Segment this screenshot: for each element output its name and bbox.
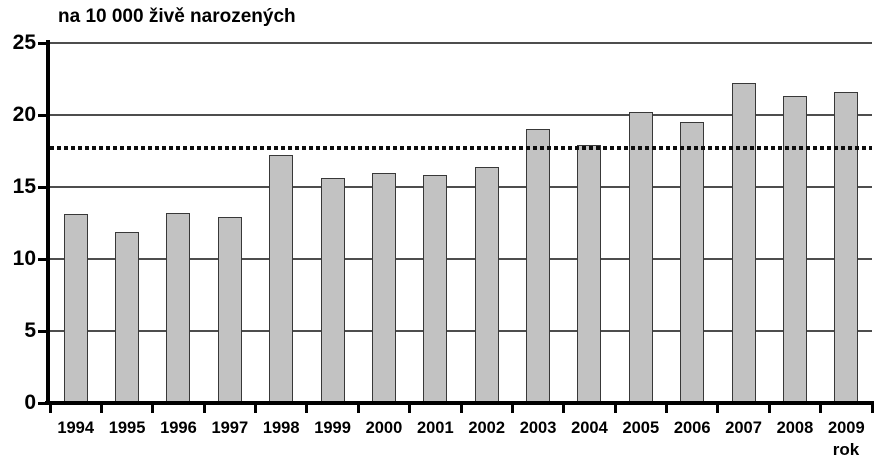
x-axis-line xyxy=(45,401,874,405)
bar-2009 xyxy=(834,91,859,403)
gridline-5 xyxy=(50,330,872,332)
bar-2004 xyxy=(577,145,602,403)
x-tick-label-1997: 1997 xyxy=(211,419,249,437)
x-tick-11 xyxy=(613,405,617,413)
x-tick-5 xyxy=(305,405,309,413)
bar-2007 xyxy=(731,83,756,403)
x-tick-14 xyxy=(767,405,771,413)
bar-2000 xyxy=(371,172,396,403)
x-axis-label: rok xyxy=(832,440,860,459)
y-tick-5 xyxy=(38,329,46,333)
y-tick-label-25: 25 xyxy=(12,31,36,54)
x-tick-2 xyxy=(151,405,155,413)
x-tick-label-2005: 2005 xyxy=(622,419,660,437)
y-tick-0 xyxy=(38,401,46,405)
x-tick-label-2008: 2008 xyxy=(776,419,814,437)
reference-line xyxy=(50,146,872,151)
x-tick-label-2007: 2007 xyxy=(725,419,762,437)
y-axis-line xyxy=(46,40,50,405)
y-tick-20 xyxy=(38,113,46,117)
bar-2005 xyxy=(628,112,653,403)
x-tick-0 xyxy=(48,405,52,413)
bar-1996 xyxy=(166,212,191,403)
x-tick-label-2001: 2001 xyxy=(416,419,454,437)
bar-1999 xyxy=(320,178,345,403)
bar-1995 xyxy=(115,231,140,403)
x-tick-8 xyxy=(459,405,463,413)
bar-2002 xyxy=(474,166,499,403)
gridline-20 xyxy=(50,114,872,116)
bar-2003 xyxy=(526,129,551,403)
y-tick-15 xyxy=(38,185,46,189)
x-tick-16 xyxy=(870,405,874,413)
y-tick-label-10: 10 xyxy=(12,247,36,270)
y-tick-label-5: 5 xyxy=(24,319,36,342)
bar-1998 xyxy=(269,155,294,403)
bar-2001 xyxy=(423,175,448,403)
gridline-15 xyxy=(50,186,872,188)
chart-title: na 10 000 živě narozených xyxy=(58,6,296,27)
bar-2006 xyxy=(680,122,705,403)
x-tick-label-1994: 1994 xyxy=(57,419,95,437)
y-tick-25 xyxy=(38,41,46,45)
gridline-10 xyxy=(50,258,872,260)
x-tick-10 xyxy=(562,405,566,413)
x-tick-3 xyxy=(202,405,206,413)
x-tick-label-2006: 2006 xyxy=(673,419,711,437)
y-tick-label-15: 15 xyxy=(12,175,36,198)
y-tick-label-0: 0 xyxy=(24,391,36,414)
x-tick-label-1999: 1999 xyxy=(314,419,351,437)
x-tick-7 xyxy=(408,405,412,413)
x-tick-label-1998: 1998 xyxy=(262,419,300,437)
x-tick-label-2002: 2002 xyxy=(468,419,506,437)
bar-1994 xyxy=(63,214,88,403)
x-tick-label-1995: 1995 xyxy=(108,419,146,437)
bar-1997 xyxy=(217,217,242,403)
x-tick-label-2009: 2009 xyxy=(827,419,865,437)
x-tick-12 xyxy=(665,405,668,413)
x-tick-15 xyxy=(819,405,823,413)
x-tick-label-2003: 2003 xyxy=(519,419,557,437)
x-tick-label-1996: 1996 xyxy=(160,419,197,437)
x-tick-13 xyxy=(716,405,720,413)
bar-2008 xyxy=(782,96,807,403)
plot-area xyxy=(50,42,872,403)
x-tick-1 xyxy=(99,405,103,413)
x-tick-label-2000: 2000 xyxy=(365,419,403,437)
x-tick-6 xyxy=(356,405,360,413)
x-tick-9 xyxy=(510,405,514,413)
x-tick-label-2004: 2004 xyxy=(571,419,608,437)
x-tick-4 xyxy=(254,405,257,413)
y-tick-10 xyxy=(38,257,46,261)
y-tick-label-20: 20 xyxy=(12,103,36,126)
gridline-25 xyxy=(50,42,872,44)
